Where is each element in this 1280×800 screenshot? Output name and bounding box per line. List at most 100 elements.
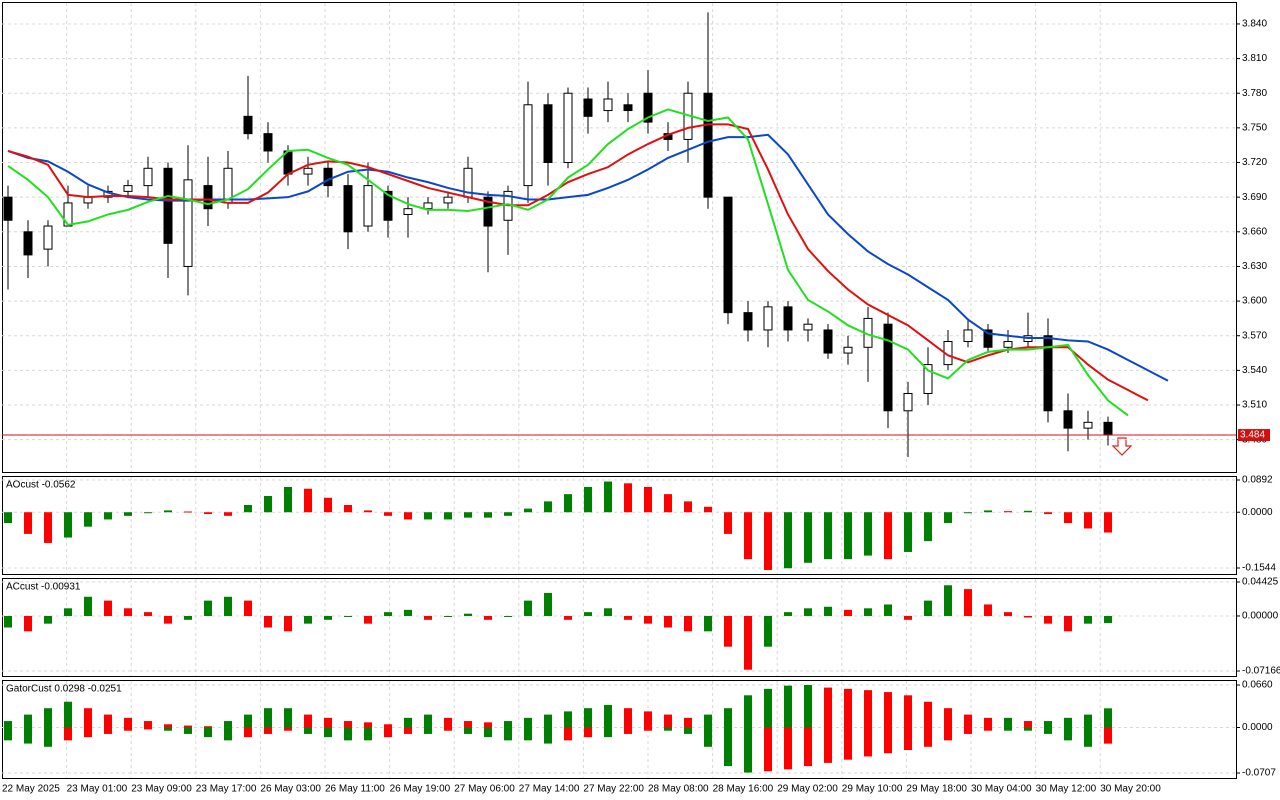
gator-bar bbox=[464, 727, 472, 734]
histogram-bar bbox=[564, 494, 572, 513]
histogram-bar bbox=[784, 612, 792, 616]
histogram-bar bbox=[804, 608, 812, 616]
x-tick-label: 27 May 22:00 bbox=[583, 784, 644, 795]
histogram-bar bbox=[724, 512, 732, 534]
candle-body bbox=[643, 92, 653, 123]
histogram-bar bbox=[264, 615, 272, 628]
gator-bar bbox=[1044, 727, 1052, 734]
histogram-bar bbox=[664, 494, 672, 513]
histogram-bar bbox=[1104, 512, 1112, 533]
gator-bar bbox=[484, 727, 492, 738]
histogram-bar bbox=[884, 604, 892, 616]
gator-bar bbox=[504, 727, 512, 741]
y-tick-label: 3.720 bbox=[1242, 157, 1267, 168]
candle-body bbox=[903, 392, 913, 412]
candle-body bbox=[803, 323, 813, 331]
candle-body bbox=[603, 98, 613, 112]
histogram-bar bbox=[704, 615, 712, 632]
gator-bar bbox=[4, 727, 12, 741]
candle-body bbox=[963, 329, 973, 343]
price-panel bbox=[2, 2, 1237, 473]
histogram-bar bbox=[784, 512, 792, 569]
gator-bar bbox=[84, 727, 92, 738]
gator-bar bbox=[844, 727, 852, 760]
histogram-bar bbox=[844, 609, 852, 616]
gator-bar bbox=[624, 708, 632, 728]
histogram-bar bbox=[124, 608, 132, 616]
gator-bar bbox=[504, 721, 512, 728]
gator-bar bbox=[424, 727, 432, 734]
histogram-bar bbox=[764, 512, 772, 571]
histogram-bar bbox=[64, 512, 72, 538]
histogram-bar bbox=[324, 615, 332, 620]
panel-title: GatorCust 0.0298 -0.0251 bbox=[6, 684, 122, 695]
gator-bar bbox=[164, 724, 172, 728]
gator-bar bbox=[984, 727, 992, 731]
gator-bar bbox=[1064, 717, 1072, 728]
histogram-bar bbox=[464, 613, 472, 616]
x-tick-label: 23 May 01:00 bbox=[67, 784, 128, 795]
candle-body bbox=[323, 167, 333, 187]
gator-bar bbox=[224, 727, 232, 741]
histogram-bar bbox=[1084, 615, 1092, 624]
gator-bar bbox=[64, 701, 72, 728]
gator-bar bbox=[164, 727, 172, 731]
candle-body bbox=[403, 208, 413, 215]
gator-bar bbox=[1024, 727, 1032, 731]
gator-bar bbox=[704, 714, 712, 728]
gator-bar bbox=[904, 695, 912, 728]
candle-body bbox=[843, 346, 853, 354]
y-tick-label: 3.660 bbox=[1242, 226, 1267, 237]
histogram-bar bbox=[44, 512, 52, 543]
gator-panel bbox=[2, 680, 1237, 779]
candle-body bbox=[823, 329, 833, 354]
histogram-bar bbox=[424, 512, 432, 520]
histogram-bar bbox=[344, 504, 352, 513]
gator-bar bbox=[684, 727, 692, 734]
x-tick-label: 29 May 18:00 bbox=[906, 784, 967, 795]
gator-bar bbox=[1104, 708, 1112, 728]
histogram-bar bbox=[944, 512, 952, 524]
candle-body bbox=[923, 364, 933, 394]
y-tick-label: -0.07166 bbox=[1242, 666, 1280, 677]
gator-bar bbox=[484, 722, 492, 728]
gator-bar bbox=[824, 687, 832, 728]
y-tick-label: 3.810 bbox=[1242, 53, 1267, 64]
gator-bar bbox=[464, 721, 472, 728]
histogram-bar bbox=[944, 585, 952, 616]
moving-average bbox=[7, 133, 1169, 382]
histogram-bar bbox=[384, 612, 392, 616]
y-tick-label: 3.510 bbox=[1242, 400, 1267, 411]
gator-bar bbox=[1084, 727, 1092, 747]
gator-bar bbox=[684, 717, 692, 728]
histogram-bar bbox=[844, 512, 852, 560]
histogram-bar bbox=[244, 504, 252, 513]
histogram-bar bbox=[384, 512, 392, 516]
histogram-bar bbox=[964, 512, 972, 514]
histogram-bar bbox=[184, 615, 192, 620]
x-tick-label: 23 May 09:00 bbox=[131, 784, 192, 795]
gator-bar bbox=[704, 727, 712, 747]
gator-bar bbox=[284, 727, 292, 731]
gator-bar bbox=[544, 714, 552, 728]
histogram-bar bbox=[144, 612, 152, 616]
gator-bar bbox=[204, 727, 212, 738]
x-tick-label: 29 May 10:00 bbox=[842, 784, 903, 795]
x-tick-label: 23 May 17:00 bbox=[196, 784, 257, 795]
gator-bar bbox=[564, 727, 572, 741]
histogram-bar bbox=[604, 481, 612, 513]
histogram-bar bbox=[1024, 510, 1032, 513]
gator-bar bbox=[804, 685, 812, 728]
y-tick-label: -0.0707 bbox=[1242, 768, 1276, 779]
histogram-bar bbox=[364, 510, 372, 513]
gator-bar bbox=[584, 708, 592, 728]
sell-arrow bbox=[1111, 437, 1133, 456]
y-tick-label: 0.00000 bbox=[1242, 611, 1279, 622]
histogram-bar bbox=[424, 615, 432, 620]
x-tick-label: 30 May 04:00 bbox=[971, 784, 1032, 795]
histogram-bar bbox=[884, 512, 892, 560]
x-tick-label: 22 May 2025 bbox=[2, 784, 60, 795]
gator-bar bbox=[944, 708, 952, 728]
histogram-bar bbox=[304, 615, 312, 624]
candle-body bbox=[883, 323, 893, 412]
